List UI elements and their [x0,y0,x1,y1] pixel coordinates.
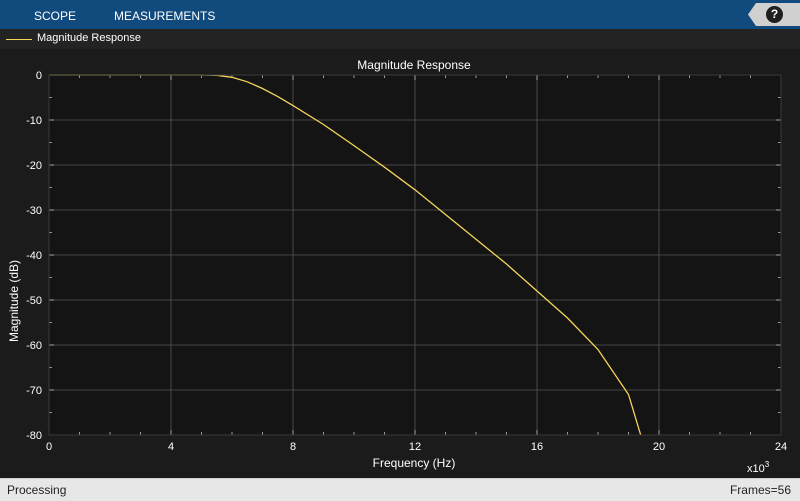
x-axis-label: Frequency (Hz) [373,456,456,470]
tick-labels: 0 4 8 12 16 20 24 0 -10 -20 -30 -40 -50 -60 -70 -80 [26,70,787,453]
x-tick-label: 4 [168,441,174,453]
legend-bar: Magnitude Response [0,29,800,49]
plot-area[interactable]: 0 4 8 12 16 20 24 0 -10 -20 -30 -40 -50 -60 -70 -80 Mag… [0,49,800,478]
toolstrip: SCOPE MEASUREMENTS ? [0,0,800,29]
x-tick-label: 24 [775,441,787,453]
x-tick-label: 16 [531,441,543,453]
y-tick-label: -20 [26,160,42,172]
x-multiplier: x103 [747,460,770,475]
y-tick-label: -60 [26,340,42,352]
x-multiplier-exponent: 3 [765,460,770,469]
status-processing: Processing [7,483,67,497]
tab-scope[interactable]: SCOPE [34,9,77,23]
tab-measurements[interactable]: MEASUREMENTS [114,9,216,23]
x-tick-label: 0 [46,441,52,453]
y-tick-label: -30 [26,205,42,217]
status-frames: Frames=56 [729,483,791,497]
x-tick-label: 12 [409,441,421,453]
help-tab: ? [748,3,800,26]
y-tick-label: -10 [26,115,42,127]
y-tick-label: -80 [26,430,42,442]
y-axis-label: Magnitude (dB) [7,260,21,342]
x-multiplier-base: x10 [747,463,765,475]
legend-label[interactable]: Magnitude Response [37,32,141,44]
x-tick-label: 8 [290,441,296,453]
help-icon[interactable]: ? [766,6,783,23]
y-tick-label: -70 [26,385,42,397]
status-bar: Processing Frames=56 [0,478,800,501]
legend-line-swatch [6,39,32,40]
y-tick-label: 0 [36,70,42,82]
axes-frame [48,74,782,436]
y-tick-label: -40 [26,250,42,262]
y-tick-label: -50 [26,295,42,307]
plot-title: Magnitude Response [357,58,471,72]
x-tick-label: 20 [653,441,665,453]
